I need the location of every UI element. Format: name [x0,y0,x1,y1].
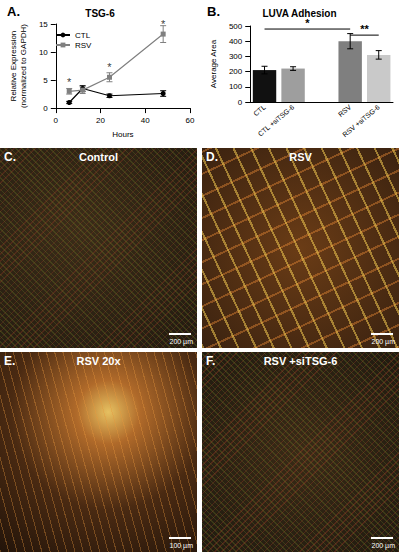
html-text:D.: D. [206,150,218,164]
svg-text:Hours: Hours [112,130,133,139]
svg-text:5: 5 [43,76,48,85]
svg-text:100: 100 [229,82,243,91]
svg-text:Relative Expression: Relative Expression [9,31,18,102]
html-text:RSV 20x: RSV 20x [76,355,121,367]
svg-text:LUVA Adhesion: LUVA Adhesion [262,8,336,19]
html-text:C.: C. [4,150,16,164]
html-text:F.: F. [206,354,216,368]
svg-text:300: 300 [229,52,243,61]
svg-text:*: * [67,76,72,88]
svg-text:10: 10 [39,48,48,57]
svg-text:500: 500 [229,22,243,31]
svg-text:RSV: RSV [75,41,92,50]
html-text:Control: Control [78,151,118,163]
html-text:RSV: RSV [289,151,312,163]
svg-text:15: 15 [39,20,48,29]
html-text:RSV +siTSG-6: RSV +siTSG-6 [263,355,338,367]
svg-text:*: * [305,17,310,29]
svg-text:*: * [107,61,112,73]
html-text:200 µm: 200 µm [371,542,395,549]
svg-text:20: 20 [96,116,105,125]
svg-text:CTL +siTSG-6: CTL +siTSG-6 [257,103,296,137]
svg-text:RSV +siTSG-6: RSV +siTSG-6 [341,103,381,138]
svg-text:0: 0 [43,104,48,113]
svg-text:Average Area: Average Area [209,39,218,88]
html-text:100 µm: 100 µm [169,542,193,549]
svg-text:200: 200 [229,67,243,76]
svg-text:(normalized to GAPDH): (normalized to GAPDH) [19,24,28,108]
svg-text:0: 0 [54,116,59,125]
svg-text:0: 0 [238,98,243,107]
svg-text:CTL: CTL [75,31,91,40]
svg-text:40: 40 [141,116,150,125]
svg-text:400: 400 [229,37,243,46]
svg-text:B.: B. [207,4,220,19]
svg-text:60: 60 [186,116,195,125]
svg-text:A.: A. [7,4,20,19]
html-text:E.: E. [4,354,16,368]
html-text:200 µm: 200 µm [371,338,395,345]
svg-text:TSG-6: TSG-6 [85,8,115,19]
svg-text:CTL: CTL [252,103,267,117]
svg-text:RSV: RSV [337,103,353,118]
svg-text:**: ** [360,23,369,35]
html-text:200 µm: 200 µm [169,338,193,345]
